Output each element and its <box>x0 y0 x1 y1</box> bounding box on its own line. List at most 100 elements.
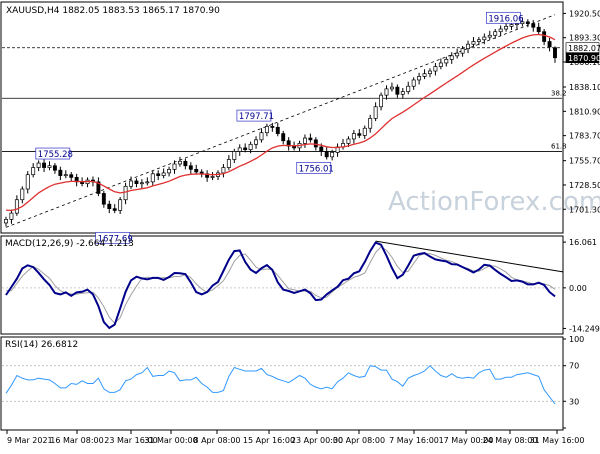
annotation-box <box>95 231 130 244</box>
price-tick-label: 1755.70 <box>569 157 600 166</box>
candle-body <box>428 70 432 75</box>
candle-body <box>52 165 57 171</box>
price-badge-box <box>565 52 600 64</box>
candle-body <box>313 139 318 148</box>
watermark: ActionForex.com <box>388 187 600 217</box>
candle-body <box>226 159 231 168</box>
candle-body <box>31 167 36 176</box>
candle-body <box>221 167 226 174</box>
time-tick-label: 24 May 08:00 <box>483 436 538 445</box>
candle-body <box>362 127 367 136</box>
candle-body <box>25 174 30 190</box>
macd-axis: 16.061 0.00 -14.249 <box>563 238 600 333</box>
rsi-header: RSI(14) 26.6812 <box>5 340 78 350</box>
candle-body <box>101 193 106 205</box>
candle-body <box>134 180 139 184</box>
candle-body <box>498 28 503 33</box>
time-tick-label: 16 Mar 08:00 <box>50 436 103 445</box>
ema-line <box>5 33 556 212</box>
candle-body <box>547 41 552 48</box>
candle-body <box>509 24 514 27</box>
candle-body <box>96 181 101 194</box>
price-tick-label: 1701.30 <box>569 205 600 214</box>
annotation-label: 1797.71 <box>239 112 274 122</box>
candle-body <box>161 172 166 176</box>
candle-body <box>525 21 530 25</box>
macd-tick-label: 0.00 <box>569 284 587 293</box>
rsi-tick-label: 30 <box>569 397 579 406</box>
candle-body <box>395 86 400 95</box>
time-tick-label: 7 May 16:00 <box>389 436 439 445</box>
time-tick-label: 9 Mar 2021 <box>7 436 53 445</box>
time-tick-label: 23 Apr 00:00 <box>291 436 343 445</box>
candle-body <box>237 147 242 152</box>
candle-body <box>330 152 335 158</box>
annotation-label: 1756.01 <box>299 164 334 174</box>
price-tick-label: 1783.70 <box>569 132 600 141</box>
candle-body <box>379 94 384 108</box>
candle-body <box>504 25 509 30</box>
candle-body <box>210 176 215 178</box>
candle-body <box>112 208 117 211</box>
candle-body <box>482 36 487 41</box>
candle-body <box>319 146 324 152</box>
price-tick-label: 1810.90 <box>569 107 600 116</box>
candle-body <box>264 126 269 134</box>
candle-body <box>389 86 394 90</box>
candle-body <box>177 160 182 165</box>
candle-body <box>129 180 133 187</box>
price-tick-label: 1838.10 <box>569 83 600 92</box>
candle-body <box>150 173 155 183</box>
candle-body <box>417 76 422 81</box>
time-tick-label: 17 May 00:00 <box>439 436 494 445</box>
candle-body <box>47 165 52 168</box>
price-tick-label: 1728.50 <box>569 181 600 190</box>
candle-body <box>281 133 286 142</box>
rsi-axis: 100 70 30 <box>563 335 584 429</box>
price-tick-label: 1920.50 <box>569 9 600 18</box>
candle-body <box>346 138 351 144</box>
candle-body <box>42 162 46 168</box>
candle-body <box>14 199 19 214</box>
candle-body <box>118 199 123 211</box>
candle-body <box>145 181 150 184</box>
candle-body <box>308 137 313 141</box>
macd-panel-frame <box>0 235 564 335</box>
candle-body <box>351 133 356 140</box>
candle-body <box>36 162 41 168</box>
price-panel-frame <box>0 1 564 234</box>
price-header: XAUUSD,H4 1882.05 1883.53 1865.17 1870.9… <box>6 6 220 16</box>
candle-body <box>9 212 14 220</box>
candle-body <box>20 188 25 201</box>
time-tick-label: 30 Apr 08:00 <box>333 436 385 445</box>
candle-body <box>466 43 470 50</box>
rsi-line <box>5 365 556 405</box>
candle-body <box>438 62 443 67</box>
annotation-label: 1677.69 <box>98 234 133 244</box>
candle-body <box>460 48 465 54</box>
annotation-box <box>236 109 272 122</box>
candle-body <box>4 219 8 224</box>
time-tick-label: 31 May 16:00 <box>530 436 585 445</box>
time-tick-label: 31 Mar 00:00 <box>144 436 197 445</box>
candle-body <box>400 91 405 95</box>
candle-body <box>58 169 63 176</box>
candle-body <box>254 139 258 145</box>
price-badge-label: 1870.90 <box>568 54 600 63</box>
candle-body <box>156 173 161 176</box>
macd-tick-label: -14.249 <box>569 324 600 333</box>
candle-body <box>455 52 460 57</box>
annotation-box <box>35 147 71 160</box>
candle-body <box>167 168 172 174</box>
fib-level-label: 38.2 <box>551 89 567 97</box>
price-annotations: 1916.06 1797.71 1755.28 1756.01 1677.69 <box>35 11 524 244</box>
price-tick-label: 1893.30 <box>569 34 600 43</box>
annotation-box <box>485 11 521 24</box>
candle-body <box>243 147 248 151</box>
price-axis: 1920.501893.301866.101838.101810.901783.… <box>563 9 600 214</box>
candle-body <box>487 34 492 38</box>
candle-body <box>373 106 378 119</box>
